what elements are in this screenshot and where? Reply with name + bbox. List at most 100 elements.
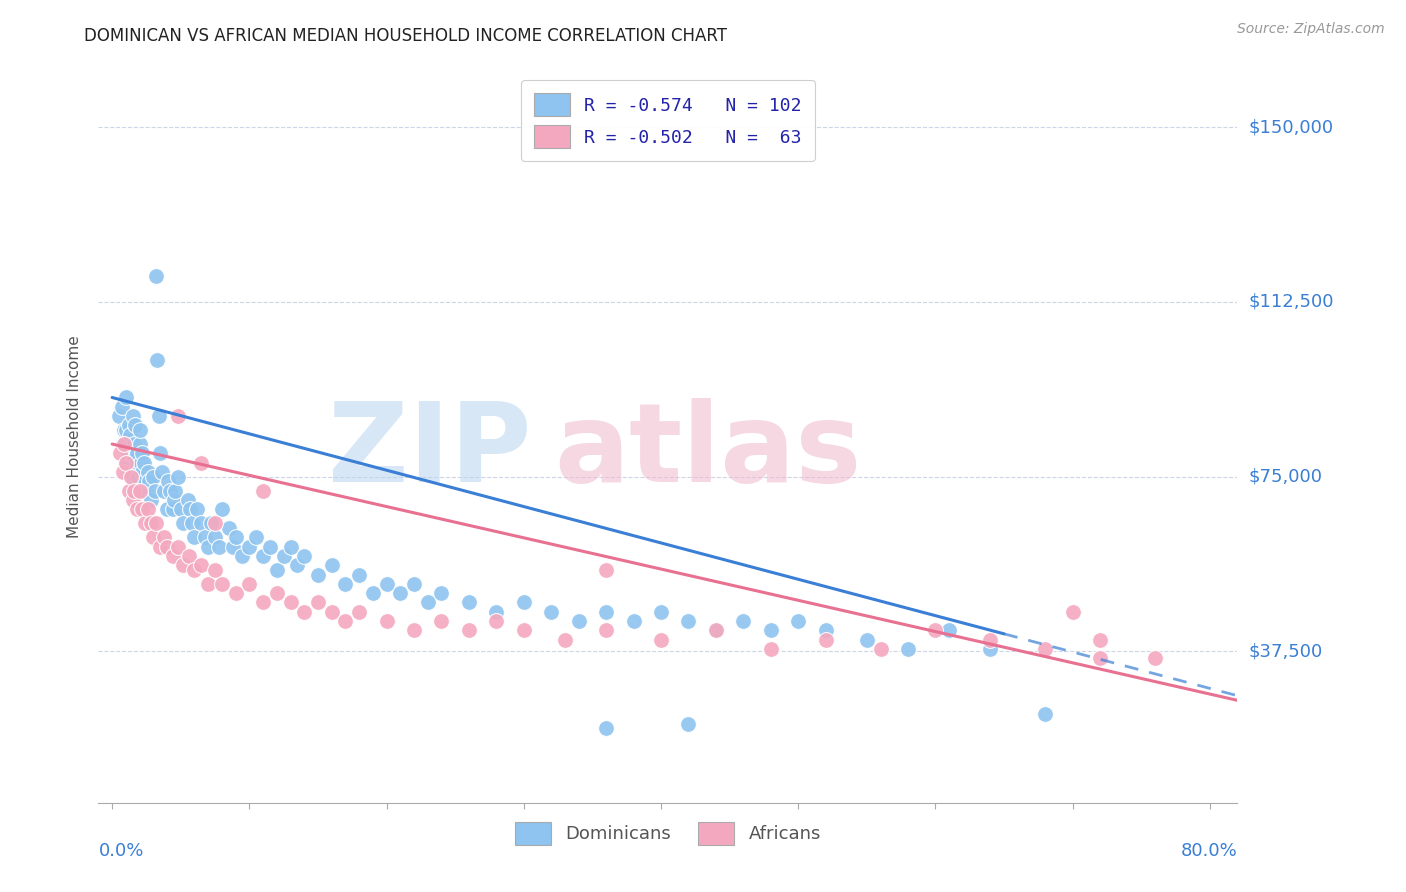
Point [540,605,562,619]
Point [759,624,782,638]
Point [218,521,240,535]
Point [125,456,148,470]
Point [146,353,169,368]
Point [733,614,755,628]
Point [135,483,157,498]
Point [148,409,170,423]
Point [139,516,162,531]
Point [979,642,1001,657]
Point [321,605,343,619]
Point [117,418,139,433]
Point [125,446,148,460]
Point [252,595,274,609]
Point [211,577,233,591]
Point [375,614,398,628]
Point [856,632,879,647]
Point [704,624,727,638]
Text: ZIP: ZIP [328,398,531,505]
Point [197,577,219,591]
Point [186,502,208,516]
Point [150,465,173,479]
Point [120,446,142,460]
Point [149,540,172,554]
Point [115,391,138,405]
Point [307,567,329,582]
Point [114,437,136,451]
Point [1088,651,1111,665]
Point [163,493,186,508]
Point [430,586,453,600]
Point [165,483,187,498]
Point [115,456,138,470]
Point [162,502,184,516]
Point [225,586,247,600]
Point [238,577,260,591]
Text: $112,500: $112,500 [1249,293,1334,311]
Point [273,549,295,563]
Point [128,423,150,437]
Point [131,446,153,460]
Text: DOMINICAN VS AFRICAN MEDIAN HOUSEHOLD INCOME CORRELATION CHART: DOMINICAN VS AFRICAN MEDIAN HOUSEHOLD IN… [84,27,727,45]
Point [120,469,142,483]
Point [162,549,184,563]
Point [292,605,315,619]
Point [190,558,212,573]
Point [1088,632,1111,647]
Point [156,502,179,516]
Point [485,605,508,619]
Point [114,423,136,437]
Point [650,632,672,647]
Point [513,595,536,609]
Point [924,624,946,638]
Point [124,418,146,433]
Point [292,549,315,563]
Point [183,563,205,577]
Point [280,595,302,609]
Point [204,516,226,531]
Text: atlas: atlas [554,398,862,505]
Point [280,540,302,554]
Point [266,586,288,600]
Point [595,624,617,638]
Point [204,563,226,577]
Text: $150,000: $150,000 [1249,119,1333,136]
Point [117,446,139,460]
Point [190,456,212,470]
Point [252,549,274,563]
Point [1062,605,1084,619]
Point [142,530,165,544]
Point [153,530,176,544]
Point [1033,707,1056,722]
Point [143,483,166,498]
Point [142,469,165,483]
Point [759,642,782,657]
Point [623,614,645,628]
Point [157,475,180,489]
Point [200,516,222,531]
Point [176,493,198,508]
Point [938,624,960,638]
Point [211,502,233,516]
Point [118,427,141,442]
Point [177,549,200,563]
Point [375,577,398,591]
Point [194,530,217,544]
Point [361,586,384,600]
Point [183,530,205,544]
Point [430,614,453,628]
Point [245,530,267,544]
Point [787,614,810,628]
Point [167,409,190,423]
Point [979,632,1001,647]
Point [225,530,247,544]
Point [513,624,536,638]
Point [111,400,134,414]
Point [122,437,145,451]
Point [125,502,148,516]
Point [159,483,181,498]
Point [266,563,288,577]
Point [208,540,231,554]
Point [134,516,156,531]
Point [814,624,837,638]
Point [335,614,357,628]
